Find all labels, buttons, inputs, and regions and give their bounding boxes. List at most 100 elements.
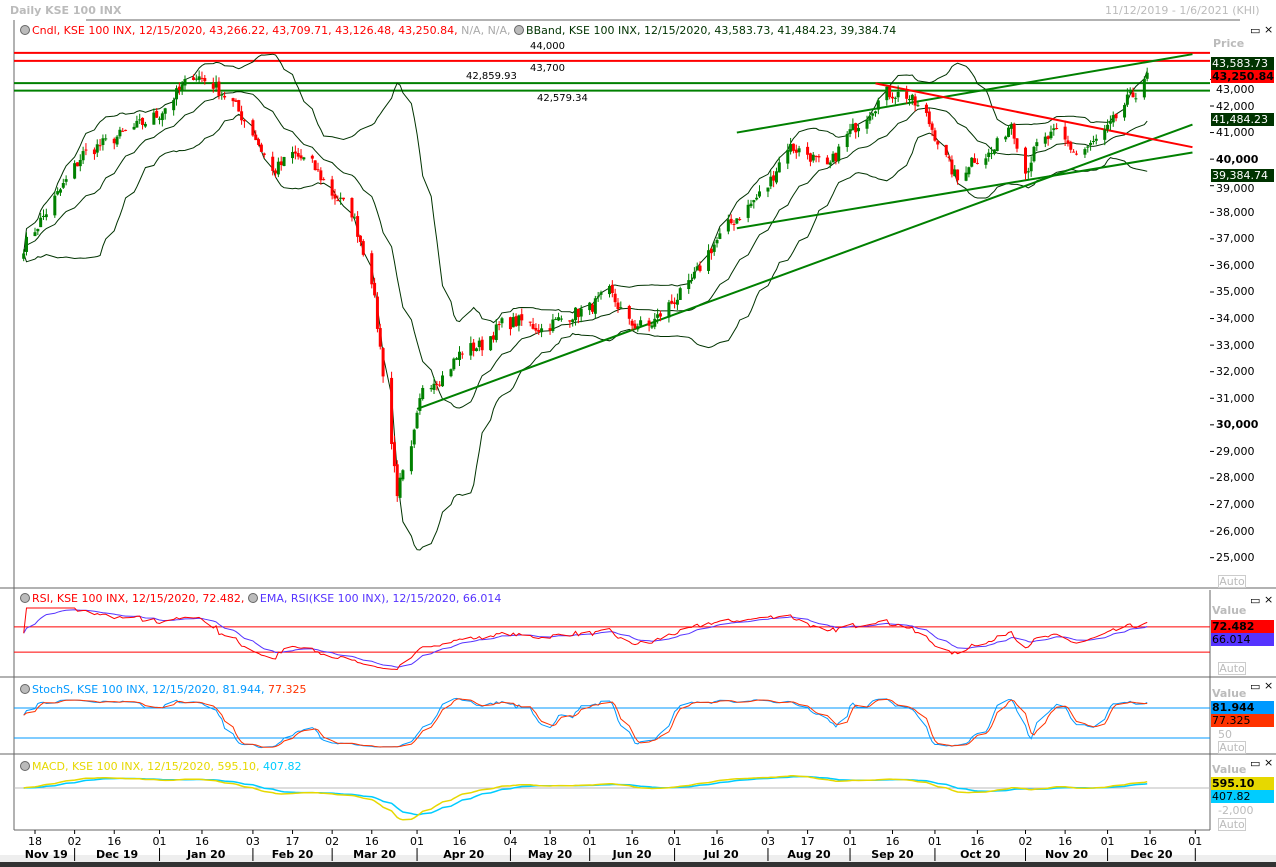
candle [341,197,345,200]
macd-auto-button[interactable]: Auto [1218,818,1246,831]
cndl-legend: Cndl, KSE 100 INX, 12/15/2020, 43,266.22… [32,24,458,37]
ema-legend-text: EMA, RSI(KSE 100 INX), 12/15/2020, 66.01… [259,592,502,605]
candle [472,342,476,351]
rsi-auto-button[interactable]: Auto [1218,662,1246,675]
candle [871,113,875,116]
price-tick-label: 31,000 [1216,391,1255,405]
candle [373,282,377,296]
candle [242,119,246,122]
clock-icon[interactable] [20,684,30,694]
price-badge: 43,583.73 [1211,57,1274,71]
candle [1009,124,1013,129]
candle [455,358,459,360]
clock-icon[interactable] [514,25,525,35]
maximize-icon[interactable]: ▭ [1250,757,1261,770]
candle [559,318,563,320]
clock-icon[interactable] [20,593,30,603]
price-tick-label: 36,000 [1216,258,1255,272]
maximize-icon[interactable]: ▭ [1250,594,1261,607]
candle [257,139,261,145]
clock-icon[interactable] [20,761,30,771]
candle [794,149,798,153]
candle [141,117,145,125]
candle [1103,129,1107,140]
candle [987,152,991,158]
time-tick-label: 16 [1143,835,1158,848]
price-legend: Cndl, KSE 100 INX, 12/15/2020, 43,266.22… [20,24,896,37]
candle [695,266,699,271]
candle [92,149,96,155]
month-label: Dec 20 [1130,848,1173,861]
bband-legend: BBand, KSE 100 INX, 12/15/2020, 43,583.7… [526,24,897,37]
candle [1029,162,1033,172]
candle [995,138,999,152]
candle [197,76,201,80]
candle [155,110,159,118]
bband-middle [23,91,1148,409]
candle [673,302,677,304]
close-icon[interactable]: × [1264,593,1274,606]
candle [53,195,57,216]
candle [296,153,300,157]
time-tick-label: 17 [800,835,815,848]
time-tick-label: 01 [667,835,682,848]
candle [101,138,105,146]
time-tick-label: 01 [410,835,425,848]
candle [310,155,314,159]
candle [121,130,125,132]
price-badge: 39,384.74 [1211,168,1274,182]
date-range: 11/12/2019 - 1/6/2021 (KHI) [1105,4,1260,17]
candle [339,197,343,199]
candle [138,119,142,121]
window-title: Daily KSE 100 INX [10,4,122,17]
stoch-d-line [23,698,1148,748]
candle [458,351,461,360]
candle [78,160,82,167]
candle [1083,149,1087,155]
candle [970,157,974,167]
time-tick-label: 17 [285,835,300,848]
candle [1111,115,1115,123]
clock-icon[interactable] [247,593,258,603]
rsi-line [23,607,1148,671]
candle [517,315,521,326]
candle [452,358,456,370]
maximize-icon[interactable]: ▭ [1250,680,1261,693]
candle [415,412,419,429]
rsi-legend-text: RSI, KSE 100 INX, 12/15/2020, 72.482, [32,592,245,605]
close-icon[interactable]: × [1264,679,1274,692]
candle [370,253,374,285]
time-tick-label: 01 [927,835,942,848]
month-label: Jun 20 [612,848,652,861]
time-tick-label: 16 [364,835,379,848]
maximize-icon[interactable]: ▭ [1250,24,1261,37]
candle [223,95,227,98]
candle [772,175,776,181]
candle [936,141,940,145]
close-icon[interactable]: × [1264,756,1274,769]
time-tick-label: 01 [1100,835,1115,848]
stoch-auto-button[interactable]: Auto [1218,741,1246,754]
price-tick-label: 30,000 [1216,418,1259,432]
candle [647,320,651,326]
candle [392,442,396,467]
candle [511,317,515,328]
candle [924,104,928,113]
candle [749,203,753,207]
price-auto-button[interactable]: Auto [1218,575,1246,588]
clock-icon[interactable] [20,25,30,35]
candle [913,96,917,106]
candle [933,130,937,141]
candle [514,316,518,327]
candle [568,320,572,322]
candle [398,477,402,498]
candle [1091,141,1095,143]
close-icon[interactable]: × [1264,23,1274,36]
candle [825,157,829,165]
candle [554,318,558,320]
candle [571,319,575,323]
candle [520,314,524,321]
candle [135,120,139,128]
candle [64,179,68,182]
